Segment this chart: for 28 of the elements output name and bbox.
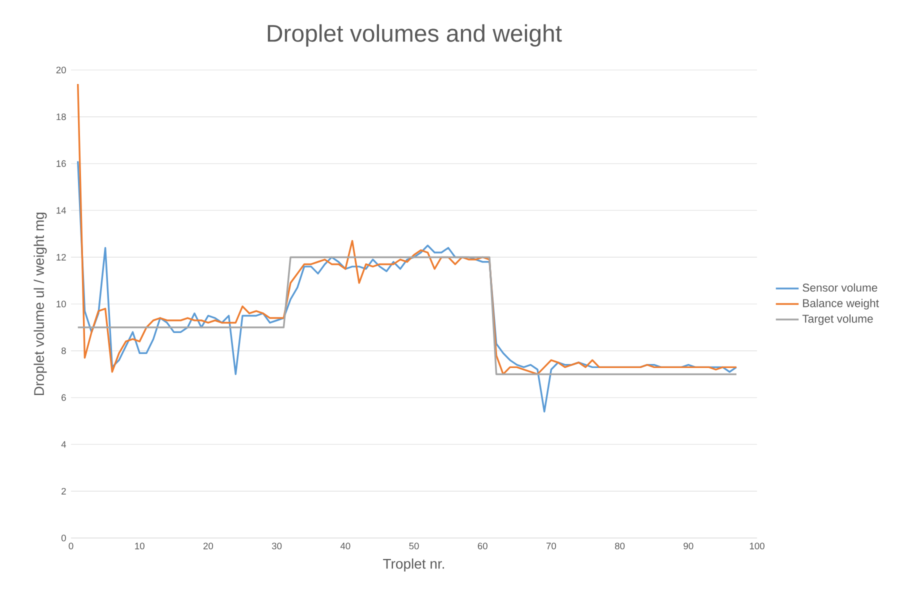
x-tick-label: 60 [478,542,488,550]
y-tick-label: 6 [62,394,66,401]
y-tick-label: 4 [61,441,66,448]
y-tick-label: 18 [56,114,66,120]
y-axis-title: Droplet volume ul / weight mg [34,212,47,396]
x-tick-label: 0 [68,542,74,550]
y-tick-label: 14 [56,207,66,214]
x-tick-label: 10 [135,542,144,550]
y-tick-label: 2 [62,488,66,494]
x-tick-label: 70 [546,542,556,550]
x-tick-label: 30 [272,542,282,550]
x-tick-label: 50 [409,542,419,550]
legend-label: Balance weight [803,298,879,310]
x-tick-label: 20 [203,542,214,550]
legend-label: Target volume [802,314,873,325]
y-tick-label: 8 [62,348,66,354]
x-tick-label: 90 [684,542,694,550]
legend-label: Sensor volume [802,283,878,292]
chart-title: Droplet volumes and weight [268,24,562,47]
y-tick-label: 10 [56,300,66,308]
y-tick-label: 20 [56,66,66,74]
x-tick-label: 100 [750,542,764,550]
y-tick-label: 16 [56,160,66,167]
x-tick-label: 40 [340,542,350,550]
x-tick-label: 80 [615,542,625,550]
y-tick-label: 0 [61,534,66,542]
x-axis-title: Troplet nr. [383,558,444,572]
y-tick-label: 12 [56,254,66,260]
